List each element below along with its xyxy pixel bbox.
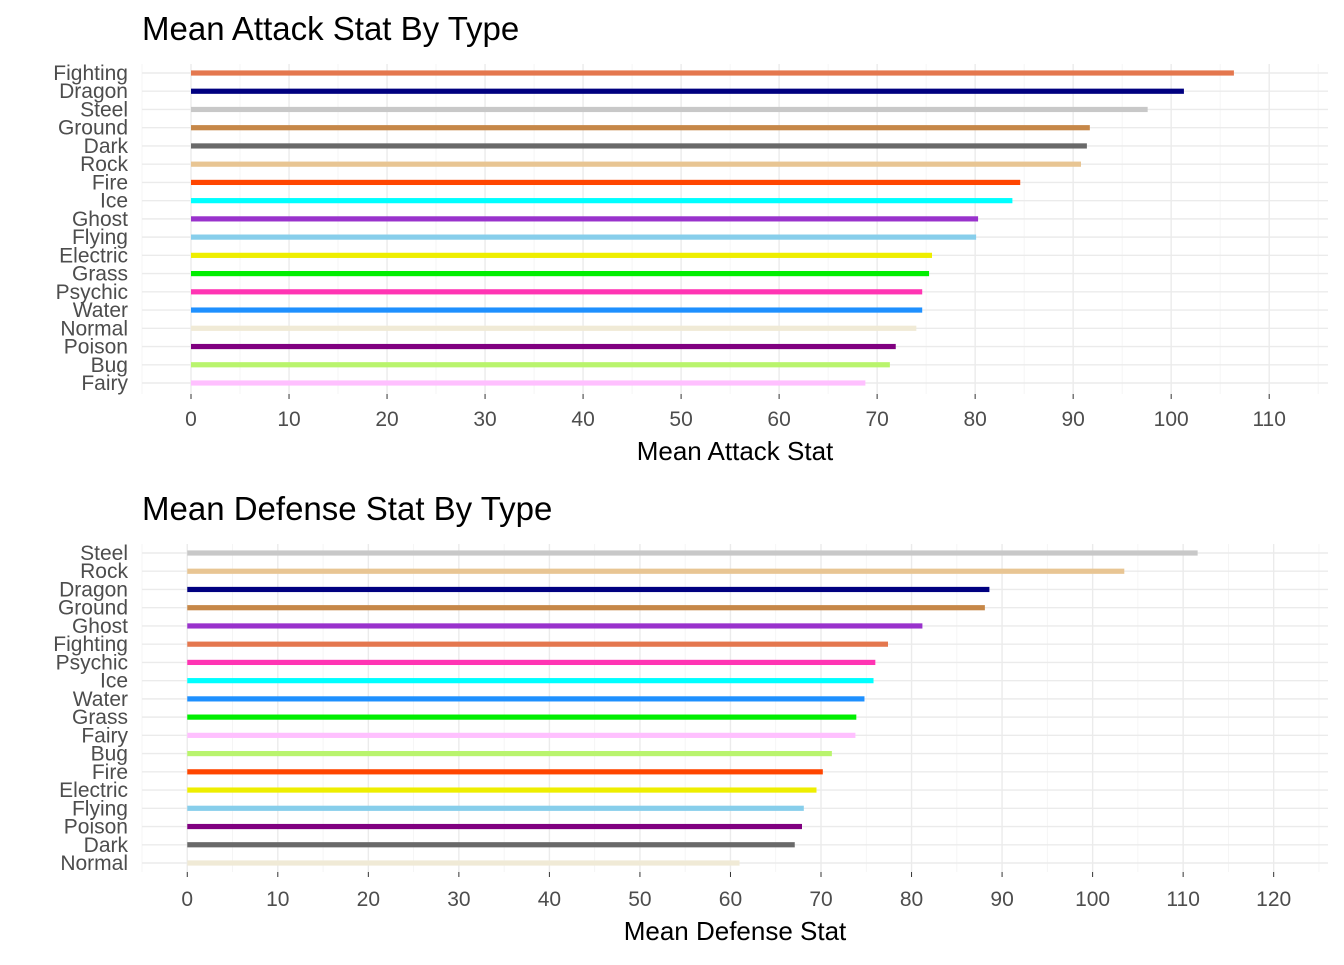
x-tick-label: 0 xyxy=(181,888,193,911)
x-tick-label: 90 xyxy=(1061,408,1084,431)
bar-flying xyxy=(187,806,804,811)
bar-normal xyxy=(187,860,739,865)
x-tick-label: 10 xyxy=(266,888,289,911)
bar-ice xyxy=(191,198,1012,203)
x-axis-ticks: 0 10 20 30 40 50 60 70 80 90 100 110 120 xyxy=(181,872,1291,911)
bar-psychic xyxy=(187,660,875,665)
bar-dragon xyxy=(187,587,989,592)
category-labels: SteelRockDragonGroundGhostFightingPsychi… xyxy=(53,542,128,875)
bar-water xyxy=(191,307,922,312)
bar-fire xyxy=(191,180,1020,185)
bars xyxy=(187,550,1197,865)
bar-bug xyxy=(187,751,832,756)
bars xyxy=(191,70,1234,385)
bar-ghost xyxy=(191,216,978,221)
x-tick-label: 100 xyxy=(1154,408,1189,431)
x-tick-label: 40 xyxy=(571,408,594,431)
bar-grass xyxy=(187,715,856,720)
x-tick-label: 120 xyxy=(1256,888,1291,911)
bar-fairy xyxy=(191,380,865,385)
x-tick-label: 20 xyxy=(357,888,380,911)
bar-electric xyxy=(187,787,816,792)
bar-dark xyxy=(191,143,1087,148)
x-tick-label: 30 xyxy=(473,408,496,431)
defense-chart: Mean Defense Stat By Type SteelRockDrago… xyxy=(53,490,1328,946)
x-tick-label: 20 xyxy=(375,408,398,431)
bar-dragon xyxy=(191,89,1184,94)
bar-flying xyxy=(191,235,976,240)
x-tick-label: 50 xyxy=(669,408,692,431)
x-axis-ticks: 0 10 20 30 40 50 60 70 80 90 100 110 xyxy=(185,394,1286,431)
x-axis-label: Mean Defense Stat xyxy=(624,916,847,946)
category-label: Normal xyxy=(60,852,128,875)
bar-fire xyxy=(187,769,823,774)
bar-bug xyxy=(191,362,890,367)
bar-ghost xyxy=(187,623,922,628)
x-tick-label: 70 xyxy=(865,408,888,431)
x-tick-label: 0 xyxy=(185,408,197,431)
bar-ground xyxy=(191,125,1090,130)
x-tick-label: 30 xyxy=(447,888,470,911)
category-label: Fairy xyxy=(81,372,128,395)
bar-water xyxy=(187,696,864,701)
x-tick-label: 50 xyxy=(628,888,651,911)
x-tick-label: 100 xyxy=(1075,888,1110,911)
x-tick-label: 60 xyxy=(719,888,742,911)
bar-ice xyxy=(187,678,873,683)
x-tick-label: 60 xyxy=(767,408,790,431)
bar-rock xyxy=(187,569,1124,574)
x-tick-label: 110 xyxy=(1252,408,1285,431)
bar-fighting xyxy=(191,70,1234,75)
grid xyxy=(142,544,1328,872)
bar-poison xyxy=(191,344,896,349)
x-axis-label: Mean Attack Stat xyxy=(637,436,834,466)
bar-psychic xyxy=(191,289,922,294)
attack-chart: Mean Attack Stat By Type FightingDragonS… xyxy=(53,10,1328,466)
bar-rock xyxy=(191,162,1081,167)
bar-normal xyxy=(191,326,916,331)
x-tick-label: 70 xyxy=(809,888,832,911)
x-tick-label: 110 xyxy=(1166,888,1199,911)
category-labels: FightingDragonSteelGroundDarkRockFireIce… xyxy=(53,62,128,395)
x-tick-label: 80 xyxy=(963,408,986,431)
chart-title: Mean Defense Stat By Type xyxy=(142,490,552,527)
bar-fighting xyxy=(187,642,888,647)
x-tick-label: 40 xyxy=(538,888,561,911)
bar-grass xyxy=(191,271,929,276)
x-tick-label: 10 xyxy=(277,408,300,431)
bar-poison xyxy=(187,824,802,829)
bar-ground xyxy=(187,605,985,610)
bar-electric xyxy=(191,253,932,258)
bar-dark xyxy=(187,842,794,847)
x-tick-label: 80 xyxy=(900,888,923,911)
bar-steel xyxy=(191,107,1148,112)
x-tick-label: 90 xyxy=(990,888,1013,911)
bar-fairy xyxy=(187,733,855,738)
bar-steel xyxy=(187,550,1197,555)
chart-title: Mean Attack Stat By Type xyxy=(142,10,519,47)
